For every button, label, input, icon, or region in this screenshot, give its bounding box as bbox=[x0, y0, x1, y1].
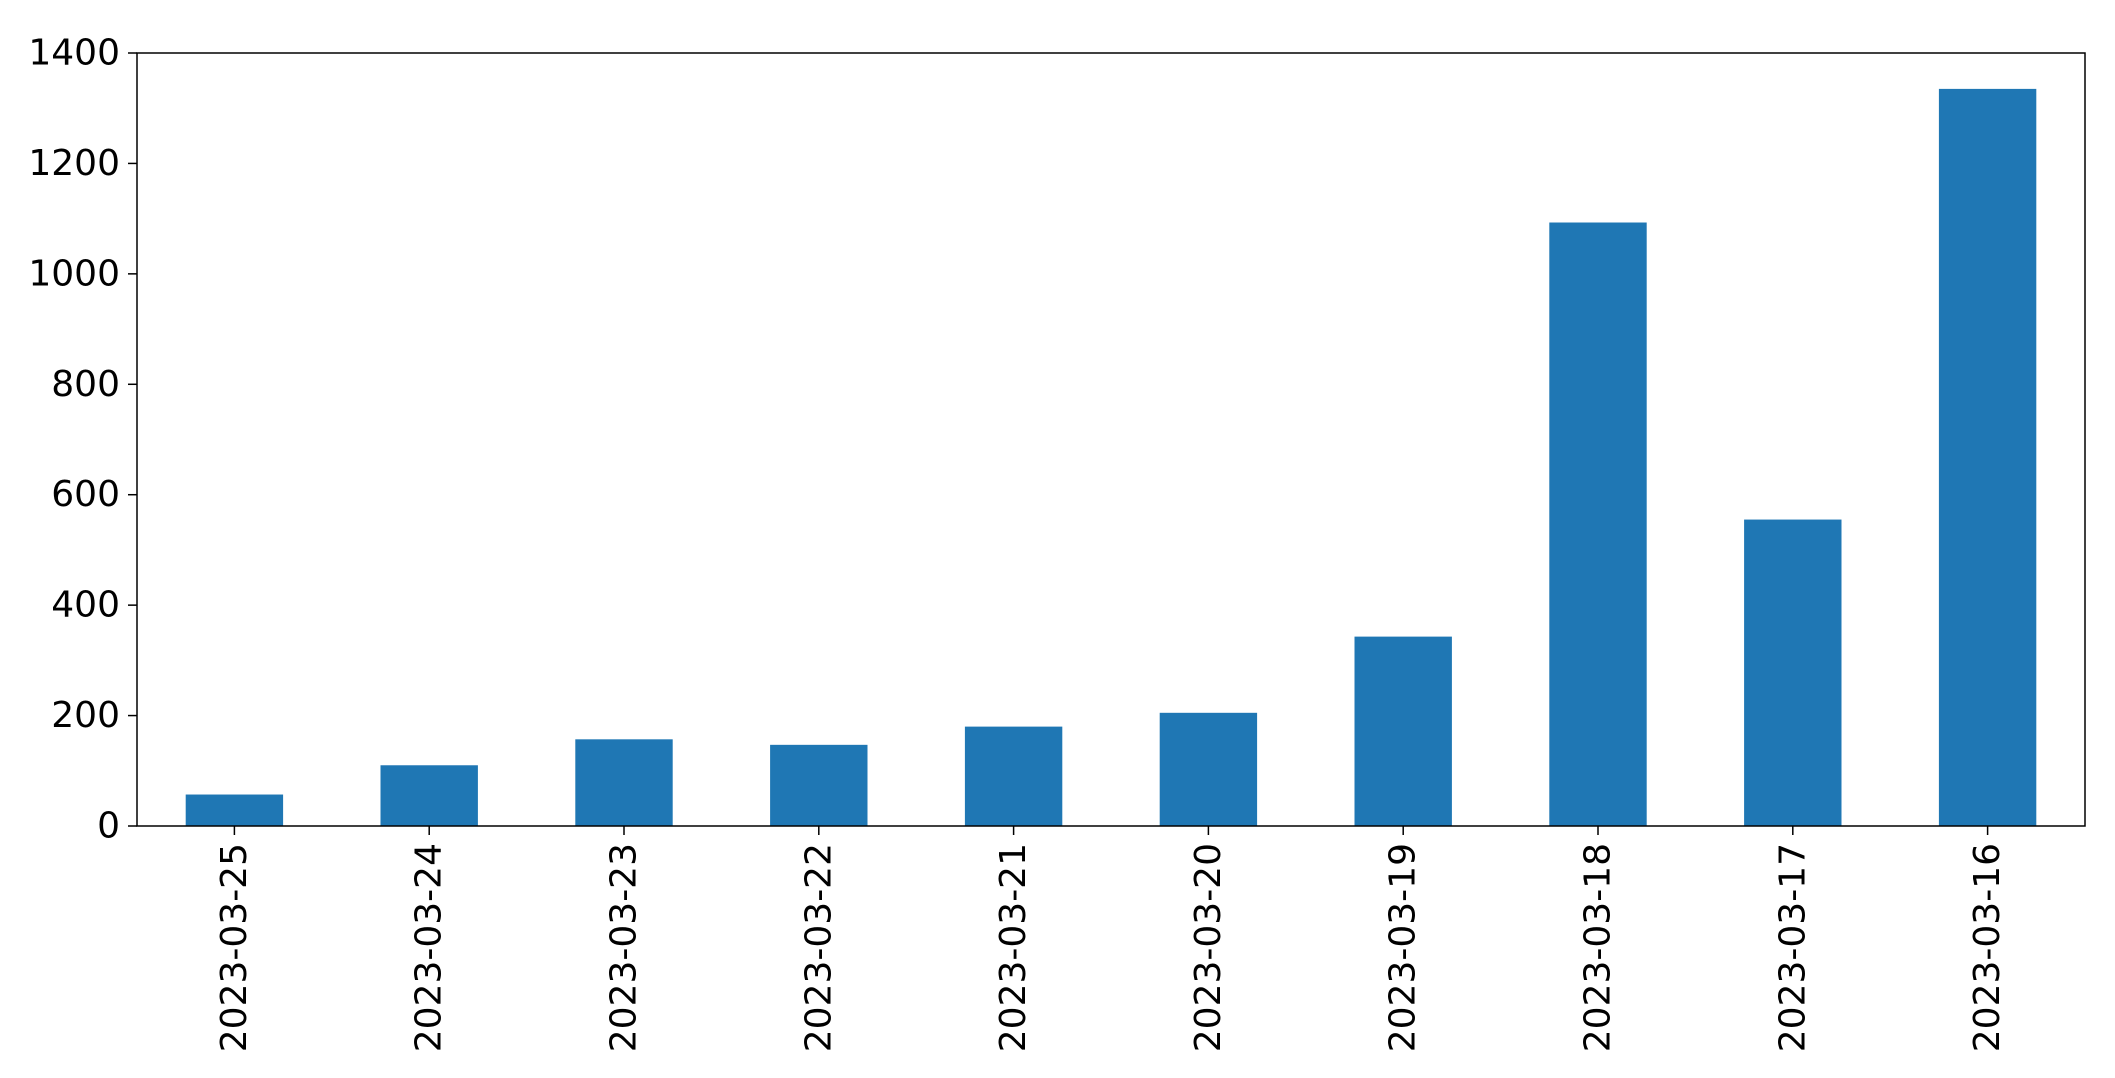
bar bbox=[380, 765, 478, 826]
y-tick-label: 1000 bbox=[28, 253, 120, 294]
x-tick-label: 2023-03-22 bbox=[798, 843, 839, 1052]
y-axis: 0 200 400 600 800 1000 1200 1400 bbox=[28, 33, 137, 847]
x-tick-label: 2023-03-24 bbox=[409, 843, 450, 1052]
y-tick-label: 200 bbox=[51, 695, 120, 736]
y-tick-label: 1400 bbox=[28, 33, 120, 74]
bar bbox=[185, 794, 284, 826]
bar bbox=[1938, 88, 2037, 826]
y-tick-label: 800 bbox=[51, 364, 120, 405]
bar bbox=[1354, 636, 1452, 826]
y-tick-label: 400 bbox=[51, 585, 120, 626]
bar bbox=[770, 744, 868, 826]
x-tick-label: 2023-03-19 bbox=[1383, 843, 1424, 1052]
x-tick-label: 2023-03-17 bbox=[1772, 843, 1813, 1052]
bar bbox=[575, 739, 673, 826]
x-tick-label: 2023-03-20 bbox=[1188, 843, 1229, 1052]
y-tick-label: 0 bbox=[97, 806, 120, 847]
y-tick-label: 600 bbox=[51, 474, 120, 515]
x-axis: 2023-03-25 2023-03-24 2023-03-23 2023-03-22… bbox=[214, 826, 2008, 1052]
bar bbox=[1549, 222, 1647, 826]
x-tick-label: 2023-03-25 bbox=[214, 843, 255, 1052]
x-tick-label: 2023-03-23 bbox=[604, 843, 645, 1052]
x-tick-label: 2023-03-18 bbox=[1578, 843, 1619, 1052]
bar bbox=[1159, 712, 1258, 826]
bar bbox=[964, 726, 1063, 826]
x-tick-label: 2023-03-16 bbox=[1967, 843, 2008, 1052]
y-tick-label: 1200 bbox=[28, 143, 120, 184]
bar bbox=[1744, 519, 1842, 826]
bars-layer bbox=[185, 88, 2037, 826]
plot-area-frame bbox=[136, 52, 2086, 827]
x-tick-label: 2023-03-21 bbox=[993, 843, 1034, 1052]
